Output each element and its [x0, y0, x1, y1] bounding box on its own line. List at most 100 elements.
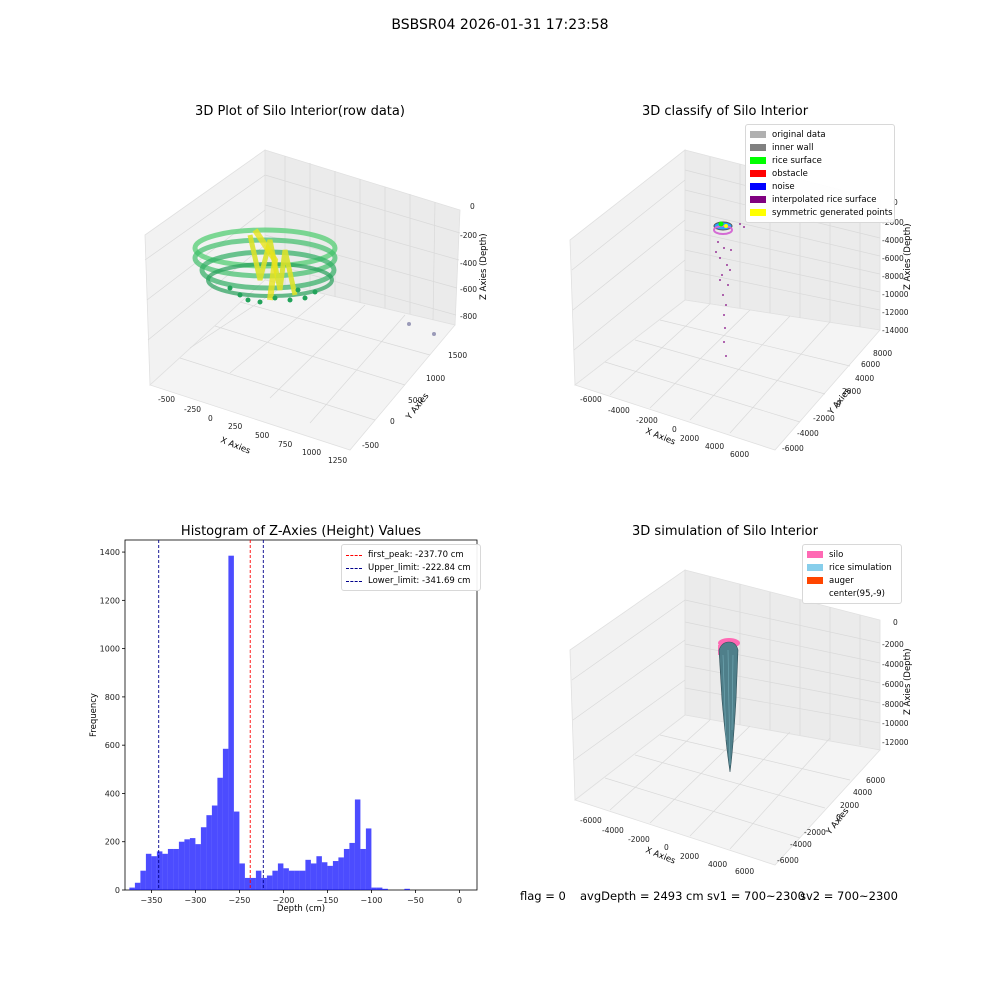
histogram-bar	[277, 863, 284, 890]
histogram-bar	[272, 870, 278, 890]
histogram-bar	[200, 827, 207, 890]
histogram-bar	[294, 870, 300, 890]
p2-ztick: -6000	[882, 254, 904, 263]
plot2-title: 3D classify of Silo Interior	[641, 104, 809, 119]
p4-xlabel: X Axies	[644, 846, 677, 867]
p1-xtick: 1000	[302, 448, 321, 457]
histogram-y-tick-label: 1400	[100, 548, 120, 557]
p4-ytick: 0	[836, 813, 841, 822]
p4-ztick: 0	[893, 618, 898, 627]
p4-ztick: -4000	[882, 660, 904, 669]
legend-item-original-data: original data	[750, 128, 890, 141]
p2-xtick: -6000	[580, 395, 602, 404]
legend-swatch	[750, 170, 766, 177]
histogram-frame	[124, 539, 478, 891]
p2-ytick: -6000	[782, 444, 804, 453]
p2-ztick: -10000	[882, 290, 909, 299]
plot2-legend: original data inner wall rice surface ob…	[745, 124, 895, 223]
legend-swatch	[750, 131, 766, 138]
histogram-bar	[310, 863, 317, 890]
p1-ztick: -400	[460, 259, 477, 268]
histogram-bar	[349, 842, 355, 890]
histogram-x-tick-label: −300	[184, 896, 206, 905]
raw-point-cloud	[192, 227, 436, 336]
legend-swatch	[750, 183, 766, 190]
histogram-x-tick-label: −250	[228, 896, 250, 905]
p2-xtick: -4000	[608, 406, 630, 415]
histogram-x-tick-label: −200	[272, 896, 294, 905]
p2-ytick: 8000	[873, 349, 892, 358]
histogram-legend: first_peak: -237.70 cm Upper_limit: -222…	[341, 544, 481, 591]
histogram-y-tick-label: 400	[105, 789, 120, 798]
plot2-3d-axes: -6000 -4000 -2000 0 2000 4000 6000 -6000…	[569, 149, 913, 459]
histogram-bar	[255, 870, 262, 890]
histogram-bar	[316, 856, 322, 890]
legend-line	[346, 580, 362, 582]
histogram-bar	[206, 815, 212, 890]
p2-ytick: -2000	[813, 414, 835, 423]
p1-zlabel: Z Axies (Depth)	[479, 233, 489, 300]
p4-ztick: -10000	[882, 719, 909, 728]
histogram-bar	[167, 848, 174, 890]
histogram-bar	[156, 851, 163, 890]
p2-xtick: 0	[672, 425, 677, 434]
histogram-y-tick-label: 800	[105, 693, 120, 702]
histogram-bar	[178, 841, 185, 890]
histogram-bar	[145, 853, 152, 890]
histogram-bar	[371, 887, 377, 890]
p1-ytick: 500	[408, 396, 423, 405]
histogram-y-tick-label: 200	[105, 838, 120, 847]
histogram-bar	[283, 868, 289, 890]
p4-xtick: -2000	[628, 835, 650, 844]
legend-item-upper-limit: Upper_limit: -222.84 cm	[346, 561, 476, 574]
histogram-bars	[129, 555, 410, 890]
p4-ztick: -6000	[882, 680, 904, 689]
histogram-vlines	[158, 540, 264, 890]
histogram-y-ticks: 0 200 400 600 800 1000 1200 1400	[100, 548, 125, 895]
p4-xtick: 6000	[735, 867, 754, 876]
avg-depth-text: avgDepth = 2493 cm	[580, 889, 704, 903]
legend-item-interpolated: interpolated rice surface	[750, 193, 890, 206]
histogram-bar	[151, 856, 157, 890]
p1-ytick: 0	[390, 417, 395, 426]
histogram-bar	[360, 848, 366, 890]
histogram-x-tick-label: −350	[140, 896, 162, 905]
histogram-bar	[228, 555, 234, 890]
histogram-bar	[217, 777, 223, 890]
p4-ytick: 6000	[866, 776, 885, 785]
p4-xtick: 2000	[680, 852, 699, 861]
sv1-text: sv1 = 700~2300	[707, 889, 805, 903]
legend-swatch	[750, 196, 766, 203]
p4-zlabel: Z Axies (Depth)	[903, 648, 913, 715]
p4-xtick: -4000	[602, 826, 624, 835]
histogram-bar	[233, 811, 240, 890]
classified-point-cloud	[713, 221, 745, 357]
histogram-bar	[321, 862, 328, 890]
p1-ztick: -800	[460, 312, 477, 321]
histogram-xlabel: Depth (cm)	[277, 904, 325, 914]
histogram-y-tick-label: 1200	[100, 596, 120, 605]
histogram-x-tick-label: −50	[407, 896, 424, 905]
p2-xtick: -2000	[636, 416, 658, 425]
legend-swatch	[807, 564, 823, 571]
p2-ytick: 6000	[861, 360, 880, 369]
histogram-bar	[305, 859, 311, 890]
histogram-bar	[140, 870, 146, 890]
histogram-bar	[343, 848, 350, 890]
histogram-ylabel: Frequency	[89, 693, 99, 737]
p4-ytick: -2000	[804, 828, 826, 837]
histogram-bar	[222, 748, 229, 890]
legend-item-silo: silo	[807, 548, 897, 561]
p1-xtick: 500	[255, 431, 270, 440]
plot3-title: Histogram of Z-Axies (Height) Values	[180, 524, 422, 539]
p4-ztick: -8000	[882, 700, 904, 709]
simulation-surface	[718, 638, 740, 773]
p2-ztick: -8000	[882, 272, 904, 281]
legend-item-first-peak: first_peak: -237.70 cm	[346, 548, 476, 561]
histogram-bar	[189, 838, 196, 890]
p1-ztick: 0	[470, 202, 475, 211]
histogram-bar	[173, 848, 179, 890]
histogram-bar	[162, 853, 168, 890]
p4-ytick: 2000	[840, 801, 859, 810]
p1-ytick: 1500	[448, 351, 467, 360]
